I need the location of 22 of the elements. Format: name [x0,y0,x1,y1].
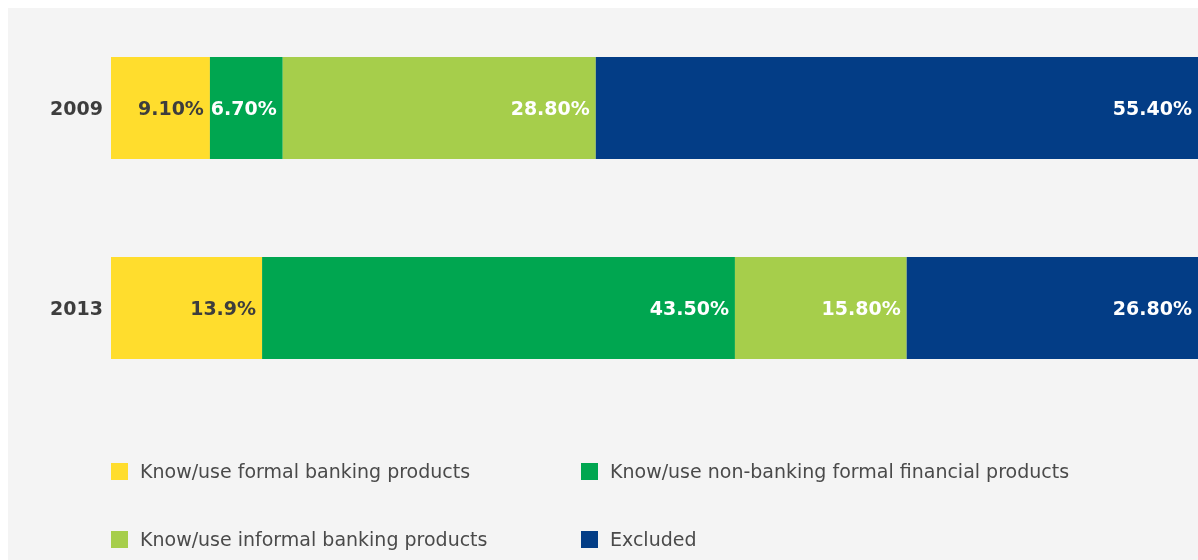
legend-label: Know/use formal banking products [140,460,471,482]
bar [111,57,210,159]
bar [262,257,735,359]
bar [734,257,907,359]
legend-label: Know/use non-banking formal financial products [610,460,1070,482]
data-label: 43.50% [649,297,729,319]
data-label: 13.9% [190,297,257,319]
legend-label: Excluded [610,528,697,550]
bar [595,57,1198,159]
data-label: 28.80% [510,97,590,119]
data-label: 9.10% [138,97,204,119]
bar [111,257,263,359]
data-label: 55.40% [1112,97,1192,119]
y-tick-label: 2013 [50,296,103,319]
data-label: 6.70% [210,97,277,119]
y-tick-label: 2009 [50,96,103,119]
bar [282,57,596,159]
legend-label: Know/use informal banking products [140,528,488,550]
data-label: 26.80% [1112,297,1192,319]
bar [209,57,283,159]
data-label: 15.80% [821,297,901,319]
bar [906,257,1198,359]
